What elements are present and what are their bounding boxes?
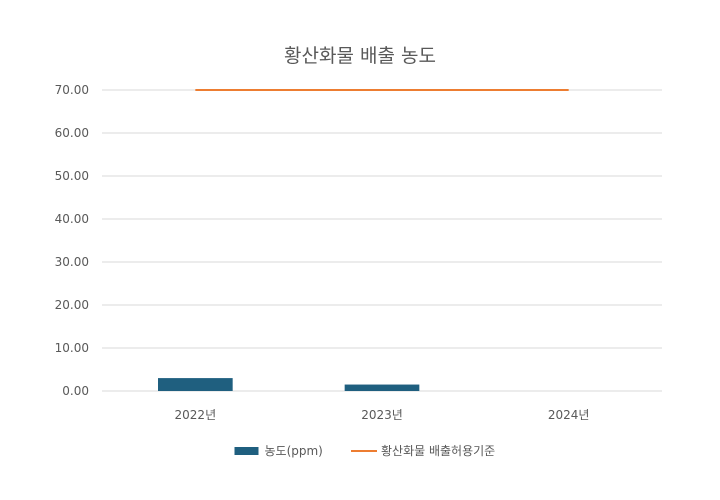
bar-layer bbox=[158, 378, 420, 391]
x-tick-label: 2024년 bbox=[548, 408, 590, 422]
y-tick-label: 40.00 bbox=[55, 212, 89, 226]
legend-swatch-bar bbox=[234, 447, 259, 455]
chart-title: 황산화물 배출 농도 bbox=[284, 45, 436, 67]
bar-2022년 bbox=[158, 378, 233, 391]
grid-layer bbox=[102, 89, 662, 392]
x-axis-ticks: 2022년 2023년 2024년 bbox=[175, 408, 590, 422]
y-tick-label: 30.00 bbox=[55, 255, 89, 269]
x-tick-label: 2022년 bbox=[175, 408, 217, 422]
legend-label: 황산화물 배출허용기준 bbox=[381, 444, 495, 458]
legend: 농도(ppm) 황산화물 배출허용기준 bbox=[234, 444, 495, 458]
y-axis-ticks: 0.00 10.00 20.00 30.00 40.00 50.00 60.00 70.00 bbox=[55, 83, 89, 398]
y-tick-label: 0.00 bbox=[62, 384, 89, 398]
y-tick-label: 70.00 bbox=[55, 83, 89, 97]
bar-2023년 bbox=[344, 384, 420, 391]
y-tick-label: 60.00 bbox=[55, 126, 89, 140]
y-tick-label: 10.00 bbox=[55, 341, 89, 355]
y-tick-label: 50.00 bbox=[55, 169, 89, 183]
legend-label: 농도(ppm) bbox=[265, 444, 323, 458]
x-tick-label: 2023년 bbox=[361, 408, 403, 422]
y-tick-label: 20.00 bbox=[55, 298, 89, 312]
